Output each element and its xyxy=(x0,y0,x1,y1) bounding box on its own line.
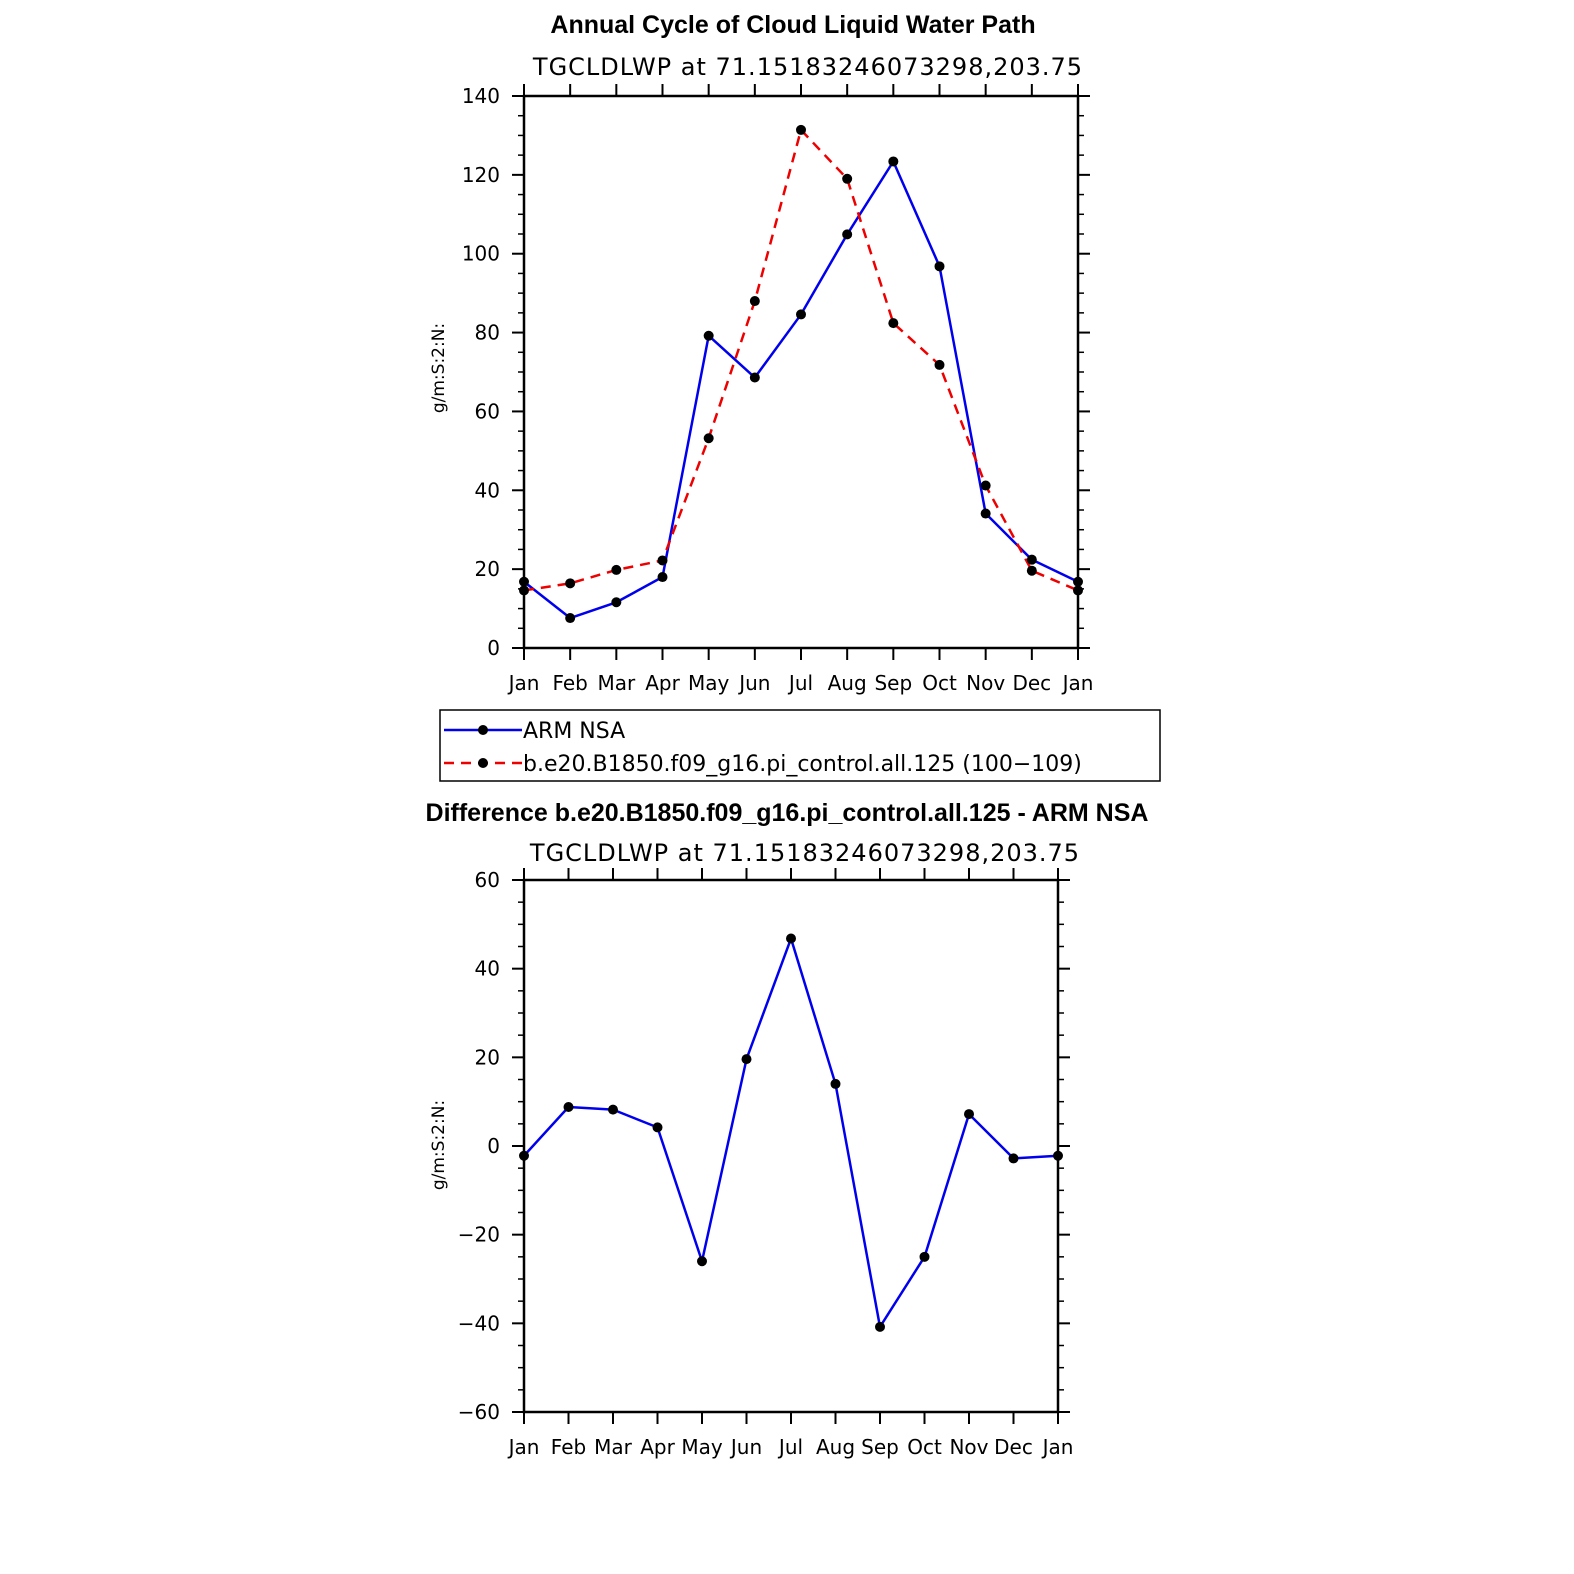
data-point xyxy=(980,508,991,519)
y-tick-label: 80 xyxy=(475,321,500,345)
x-tick-label: May xyxy=(681,1435,723,1459)
data-point xyxy=(657,572,668,583)
data-point xyxy=(519,576,529,587)
x-tick-label: Sep xyxy=(861,1435,899,1459)
data-point xyxy=(1026,554,1037,565)
chart-subtitle: TGCLDLWP at 71.15183246073298,203.75 xyxy=(532,53,1083,81)
y-tick-label: 60 xyxy=(475,868,500,892)
data-point xyxy=(888,156,899,167)
data-point xyxy=(786,933,796,944)
y-tick-label: 60 xyxy=(475,399,500,423)
y-tick-label: 20 xyxy=(475,1045,500,1069)
legend-label-model: b.e20.B1850.f09_g16.pi_control.all.125 (… xyxy=(523,752,1082,777)
x-tick-label: Sep xyxy=(874,671,912,695)
data-point xyxy=(749,296,760,307)
data-point xyxy=(657,555,668,566)
plot-frame xyxy=(522,94,1080,650)
chart-title: Difference b.e20.B1850.f09_g16.pi_contro… xyxy=(426,799,1149,827)
x-tick-label: Nov xyxy=(966,671,1005,695)
x-tick-label: Aug xyxy=(828,671,867,695)
data-point xyxy=(1026,565,1037,576)
difference-chart: Difference b.e20.B1850.f09_g16.pi_contro… xyxy=(426,799,1149,1459)
y-tick-label: 0 xyxy=(487,1134,500,1158)
x-tick-label: Jun xyxy=(729,1435,762,1459)
data-point xyxy=(830,1078,841,1089)
data-point xyxy=(697,1256,707,1267)
y-tick-label: 40 xyxy=(475,478,500,502)
data-point xyxy=(980,480,991,491)
x-tick-label: Jul xyxy=(777,1435,803,1459)
data-point xyxy=(888,318,899,329)
x-tick-label: Apr xyxy=(640,1435,675,1459)
data-point xyxy=(741,1054,752,1065)
data-point xyxy=(875,1321,885,1332)
data-point xyxy=(796,309,806,320)
series-line-0 xyxy=(523,937,1059,1329)
legend-box xyxy=(439,709,1161,782)
data-point xyxy=(796,124,806,135)
data-point xyxy=(703,330,714,341)
legend-marker-arm-nsa xyxy=(478,725,488,735)
data-point xyxy=(1073,585,1083,596)
x-tick-label: Feb xyxy=(552,671,587,695)
data-point xyxy=(1073,576,1083,587)
series-line-0 xyxy=(523,160,1079,620)
data-point xyxy=(563,1101,574,1112)
data-point xyxy=(964,1109,974,1120)
data-point xyxy=(611,597,622,608)
x-tick-label: Oct xyxy=(907,1435,942,1459)
y-tick-label: −40 xyxy=(458,1311,500,1335)
data-point xyxy=(934,359,945,370)
chart-subtitle: TGCLDLWP at 71.15183246073298,203.75 xyxy=(529,839,1080,867)
x-tick-label: Mar xyxy=(597,671,636,695)
y-tick-label: −20 xyxy=(458,1223,500,1247)
x-tick-label: Oct xyxy=(922,671,957,695)
y-tick-label: −60 xyxy=(458,1400,500,1424)
y-axis-label: g/m:S:2:N: xyxy=(429,1100,449,1190)
x-tick-label: May xyxy=(688,671,730,695)
data-point xyxy=(934,261,945,272)
y-tick-label: 20 xyxy=(475,557,500,581)
data-point xyxy=(519,585,529,596)
x-tick-label: Jul xyxy=(787,671,813,695)
x-tick-label: Dec xyxy=(994,1435,1033,1459)
y-tick-label: 0 xyxy=(487,636,500,660)
chart-title: Annual Cycle of Cloud Liquid Water Path xyxy=(550,11,1035,39)
y-tick-label: 100 xyxy=(462,242,500,266)
data-point xyxy=(565,613,576,624)
y-tick-label: 40 xyxy=(475,957,500,981)
legend-label-arm-nsa: ARM NSA xyxy=(523,719,625,744)
data-point xyxy=(842,229,853,240)
data-point xyxy=(519,1150,529,1161)
x-tick-label: Jan xyxy=(1041,1435,1074,1459)
x-tick-label: Mar xyxy=(594,1435,633,1459)
data-point xyxy=(652,1122,663,1133)
x-tick-label: Nov xyxy=(949,1435,988,1459)
data-point xyxy=(1053,1150,1063,1161)
x-tick-label: Jan xyxy=(1061,671,1094,695)
legend-marker-model xyxy=(478,758,488,768)
y-tick-label: 120 xyxy=(462,163,500,187)
x-tick-label: Jan xyxy=(507,1435,540,1459)
data-point xyxy=(842,173,853,184)
data-point xyxy=(703,433,714,444)
y-axis-label: g/m:S:2:N: xyxy=(429,323,449,413)
legend: ARM NSA b.e20.B1850.f09_g16.pi_control.a… xyxy=(439,709,1161,782)
data-point xyxy=(608,1104,618,1115)
data-point xyxy=(749,372,760,383)
plot-frame xyxy=(522,878,1060,1414)
annual-cycle-chart: Annual Cycle of Cloud Liquid Water Path … xyxy=(429,11,1093,695)
data-point xyxy=(611,564,622,575)
x-tick-label: Aug xyxy=(816,1435,855,1459)
data-point xyxy=(565,578,576,589)
x-tick-label: Jan xyxy=(507,671,540,695)
x-tick-label: Jun xyxy=(737,671,770,695)
data-point xyxy=(1008,1153,1019,1164)
x-tick-label: Feb xyxy=(551,1435,586,1459)
data-point xyxy=(919,1251,930,1262)
x-tick-label: Dec xyxy=(1012,671,1051,695)
y-tick-label: 140 xyxy=(462,84,500,108)
x-tick-label: Apr xyxy=(645,671,680,695)
